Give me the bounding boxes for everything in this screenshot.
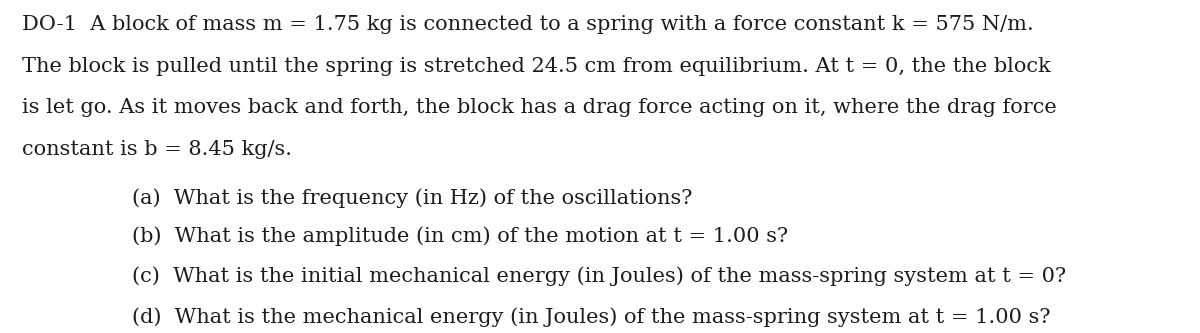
Text: (d)  What is the mechanical energy (in Joules) of the mass-spring system at t = : (d) What is the mechanical energy (in Jo…	[132, 307, 1050, 327]
Text: (b)  What is the amplitude (in cm) of the motion at t = 1.00 s?: (b) What is the amplitude (in cm) of the…	[132, 226, 788, 246]
Text: The block is pulled until the spring is stretched 24.5 cm from equilibrium. At t: The block is pulled until the spring is …	[22, 57, 1050, 76]
Text: (c)  What is the initial mechanical energy (in Joules) of the mass-spring system: (c) What is the initial mechanical energ…	[132, 266, 1066, 286]
Text: is let go. As it moves back and forth, the block has a drag force acting on it, : is let go. As it moves back and forth, t…	[22, 98, 1056, 117]
Text: constant is b = 8.45 kg/s.: constant is b = 8.45 kg/s.	[22, 140, 292, 159]
Text: DO-1  A block of mass m = 1.75 kg is connected to a spring with a force constant: DO-1 A block of mass m = 1.75 kg is conn…	[22, 15, 1033, 34]
Text: (a)  What is the frequency (in Hz) of the oscillations?: (a) What is the frequency (in Hz) of the…	[132, 188, 692, 208]
